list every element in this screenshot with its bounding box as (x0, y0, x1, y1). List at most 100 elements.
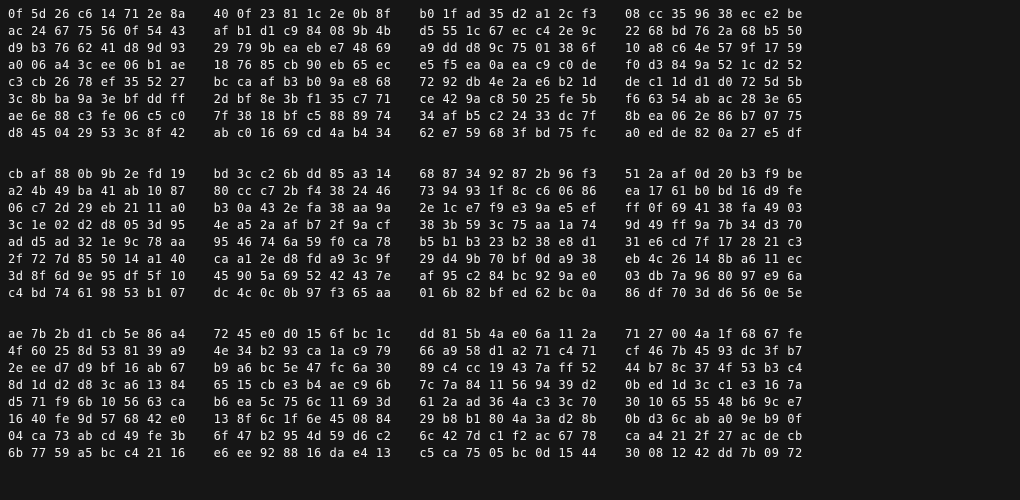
hex-line: 18 76 85 cb 90 eb 65 ec (214, 57, 392, 74)
hex-line: 31 e6 cd 7f 17 28 21 c3 (625, 234, 803, 251)
hex-line: 22 68 bd 76 2a 68 b5 50 (625, 23, 803, 40)
hex-line: ae 6e 88 c3 fe 06 c5 c0 (8, 108, 186, 125)
hex-line: 13 8f 6c 1f 6e 45 08 84 (214, 411, 392, 428)
hex-line: e6 ee 92 88 16 da e4 13 (214, 445, 392, 462)
hex-line: bd 3c c2 6b dd 85 a3 14 (214, 166, 392, 183)
hex-line: a0 ed de 82 0a 27 e5 df (625, 125, 803, 142)
hex-dump-grid: 0f 5d 26 c6 14 71 2e 8aac 24 67 75 56 0f… (0, 0, 1020, 468)
hex-block: 68 87 34 92 87 2b 96 f373 94 93 1f 8c c6… (419, 166, 597, 302)
hex-line: 8b ea 06 2e 86 b7 07 75 (625, 108, 803, 125)
hex-line: 95 46 74 6a 59 f0 ca 78 (214, 234, 392, 251)
hex-line: d5 71 f9 6b 10 56 63 ca (8, 394, 186, 411)
hex-line: 8d 1d d2 d8 3c a6 13 84 (8, 377, 186, 394)
hex-line: ea 17 61 b0 bd 16 d9 fe (625, 183, 803, 200)
hex-line: a0 06 a4 3c ee 06 b1 ae (8, 57, 186, 74)
hex-line: af 95 c2 84 bc 92 9a e0 (419, 268, 597, 285)
hex-line: d9 b3 76 62 41 d8 9d 93 (8, 40, 186, 57)
hex-line: cf 46 7b 45 93 dc 3f b7 (625, 343, 803, 360)
hex-line: 3d 8f 6d 9e 95 df 5f 10 (8, 268, 186, 285)
hex-line: 2d bf 8e 3b f1 35 c7 71 (214, 91, 392, 108)
hex-line: a2 4b 49 ba 41 ab 10 87 (8, 183, 186, 200)
hex-line: 72 45 e0 d0 15 6f bc 1c (214, 326, 392, 343)
hex-line: ca a4 21 2f 27 ac de cb (625, 428, 803, 445)
hex-line: cb af 88 0b 9b 2e fd 19 (8, 166, 186, 183)
hex-line: c4 bd 74 61 98 53 b1 07 (8, 285, 186, 302)
hex-line: b3 0a 43 2e fa 38 aa 9a (214, 200, 392, 217)
hex-line: 03 db 7a 96 80 97 e9 6a (625, 268, 803, 285)
hex-line: 29 b8 b1 80 4a 3a d2 8b (419, 411, 597, 428)
hex-block: 08 cc 35 96 38 ec e2 be22 68 bd 76 2a 68… (625, 6, 803, 142)
hex-block: 71 27 00 4a 1f 68 67 fecf 46 7b 45 93 dc… (625, 326, 803, 462)
hex-line: de c1 1d d1 d0 72 5d 5b (625, 74, 803, 91)
hex-line: eb 4c 26 14 8b a6 11 ec (625, 251, 803, 268)
hex-line: 10 a8 c6 4e 57 9f 17 59 (625, 40, 803, 57)
hex-line: 38 3b 59 3c 75 aa 1a 74 (419, 217, 597, 234)
hex-line: 30 10 65 55 48 b6 9c e7 (625, 394, 803, 411)
hex-block-row: ae 7b 2b d1 cb 5e 86 a44f 60 25 8d 53 81… (8, 326, 1012, 462)
hex-line: 68 87 34 92 87 2b 96 f3 (419, 166, 597, 183)
hex-block: bd 3c c2 6b dd 85 a3 1480 cc c7 2b f4 38… (214, 166, 392, 302)
hex-block-row: 0f 5d 26 c6 14 71 2e 8aac 24 67 75 56 0f… (8, 6, 1012, 142)
hex-line: 7f 38 18 bf c5 88 89 74 (214, 108, 392, 125)
hex-block: 0f 5d 26 c6 14 71 2e 8aac 24 67 75 56 0f… (8, 6, 186, 142)
hex-line: 06 c7 2d 29 eb 21 11 a0 (8, 200, 186, 217)
hex-line: 3c 8b ba 9a 3e bf dd ff (8, 91, 186, 108)
hex-line: 6b 77 59 a5 bc c4 21 16 (8, 445, 186, 462)
hex-line: dd 81 5b 4a e0 6a 11 2a (419, 326, 597, 343)
hex-line: d8 45 04 29 53 3c 8f 42 (8, 125, 186, 142)
hex-line: 89 c4 cc 19 43 7a ff 52 (419, 360, 597, 377)
hex-line: 6c 42 7d c1 f2 ac 67 78 (419, 428, 597, 445)
hex-line: e5 f5 ea 0a ea c9 c0 de (419, 57, 597, 74)
hex-block: cb af 88 0b 9b 2e fd 19a2 4b 49 ba 41 ab… (8, 166, 186, 302)
hex-line: 29 79 9b ea eb e7 48 69 (214, 40, 392, 57)
hex-block-row: cb af 88 0b 9b 2e fd 19a2 4b 49 ba 41 ab… (8, 166, 1012, 302)
hex-line: 73 94 93 1f 8c c6 06 86 (419, 183, 597, 200)
hex-line: 0f 5d 26 c6 14 71 2e 8a (8, 6, 186, 23)
hex-line: 61 2a ad 36 4a c3 3c 70 (419, 394, 597, 411)
hex-line: 4e 34 b2 93 ca 1a c9 79 (214, 343, 392, 360)
hex-line: c5 ca 75 05 bc 0d 15 44 (419, 445, 597, 462)
hex-block: 72 45 e0 d0 15 6f bc 1c4e 34 b2 93 ca 1a… (214, 326, 392, 462)
hex-block: 51 2a af 0d 20 b3 f9 beea 17 61 b0 bd 16… (625, 166, 803, 302)
hex-line: ae 7b 2b d1 cb 5e 86 a4 (8, 326, 186, 343)
hex-block: dd 81 5b 4a e0 6a 11 2a66 a9 58 d1 a2 71… (419, 326, 597, 462)
hex-line: ac 24 67 75 56 0f 54 43 (8, 23, 186, 40)
hex-line: 66 a9 58 d1 a2 71 c4 71 (419, 343, 597, 360)
hex-line: 51 2a af 0d 20 b3 f9 be (625, 166, 803, 183)
hex-line: 34 af b5 c2 24 33 dc 7f (419, 108, 597, 125)
hex-line: b9 a6 bc 5e 47 fc 6a 30 (214, 360, 392, 377)
hex-line: 71 27 00 4a 1f 68 67 fe (625, 326, 803, 343)
hex-line: ab c0 16 69 cd 4a b4 34 (214, 125, 392, 142)
hex-line: f6 63 54 ab ac 28 3e 65 (625, 91, 803, 108)
hex-line: 7c 7a 84 11 56 94 39 d2 (419, 377, 597, 394)
hex-line: 0b ed 1d 3c c1 e3 16 7a (625, 377, 803, 394)
hex-line: 04 ca 73 ab cd 49 fe 3b (8, 428, 186, 445)
hex-line: 08 cc 35 96 38 ec e2 be (625, 6, 803, 23)
hex-line: 9d 49 ff 9a 7b 34 d3 70 (625, 217, 803, 234)
hex-line: 30 08 12 42 dd 7b 09 72 (625, 445, 803, 462)
hex-line: ca a1 2e d8 fd a9 3c 9f (214, 251, 392, 268)
hex-line: dc 4c 0c 0b 97 f3 65 aa (214, 285, 392, 302)
hex-line: 0b d3 6c ab a0 9e b9 0f (625, 411, 803, 428)
hex-line: c3 cb 26 78 ef 35 52 27 (8, 74, 186, 91)
hex-line: 72 92 db 4e 2a e6 b2 1d (419, 74, 597, 91)
hex-line: 86 df 70 3d d6 56 0e 5e (625, 285, 803, 302)
hex-line: a9 dd d8 9c 75 01 38 6f (419, 40, 597, 57)
hex-line: ce 42 9a c8 50 25 fe 5b (419, 91, 597, 108)
hex-line: 44 b7 8c 37 4f 53 b3 c4 (625, 360, 803, 377)
hex-line: b0 1f ad 35 d2 a1 2c f3 (419, 6, 597, 23)
hex-line: 4f 60 25 8d 53 81 39 a9 (8, 343, 186, 360)
hex-line: 45 90 5a 69 52 42 43 7e (214, 268, 392, 285)
hex-line: 6f 47 b2 95 4d 59 d6 c2 (214, 428, 392, 445)
hex-line: 2f 72 7d 85 50 14 a1 40 (8, 251, 186, 268)
hex-line: b5 b1 b3 23 b2 38 e8 d1 (419, 234, 597, 251)
hex-line: ad d5 ad 32 1e 9c 78 aa (8, 234, 186, 251)
hex-line: af b1 d1 c9 84 08 9b 4b (214, 23, 392, 40)
hex-line: ff 0f 69 41 38 fa 49 03 (625, 200, 803, 217)
hex-line: bc ca af b3 b0 9a e8 68 (214, 74, 392, 91)
hex-line: 65 15 cb e3 b4 ae c9 6b (214, 377, 392, 394)
hex-line: f0 d3 84 9a 52 1c d2 52 (625, 57, 803, 74)
hex-line: 4e a5 2a af b7 2f 9a cf (214, 217, 392, 234)
hex-line: 3c 1e 02 d2 d8 05 3d 95 (8, 217, 186, 234)
hex-line: 01 6b 82 bf ed 62 bc 0a (419, 285, 597, 302)
